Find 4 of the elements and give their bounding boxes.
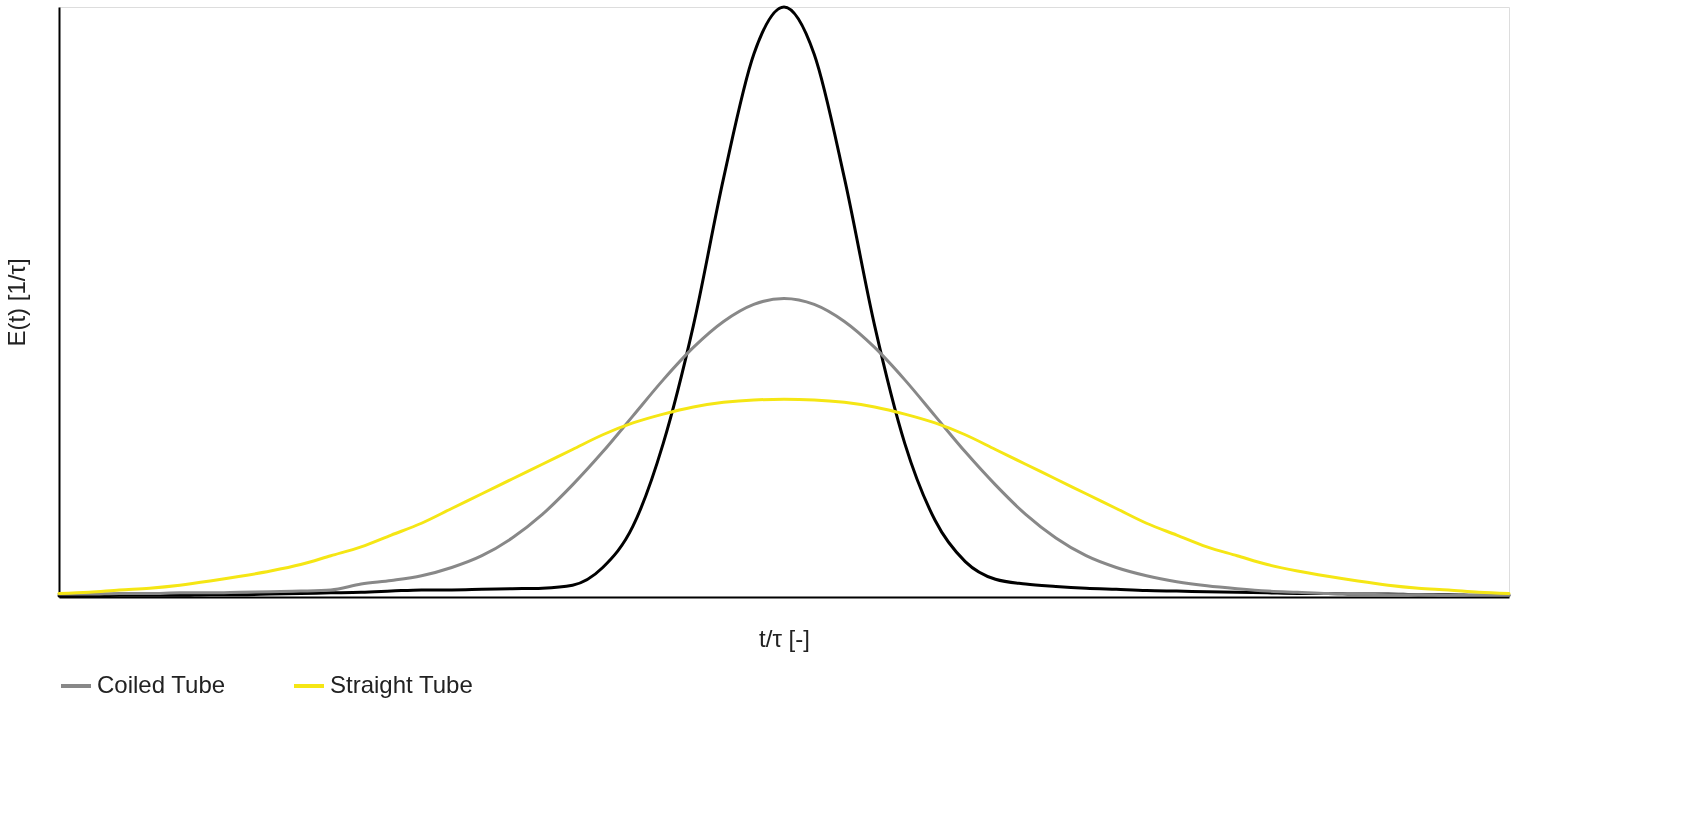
legend-label: Straight Tube [330, 671, 473, 698]
x-axis-title: t/τ [-] [759, 624, 810, 652]
y-axis-title: E(t) [1/τ] [2, 258, 30, 347]
legend-label: Coiled Tube [97, 671, 226, 698]
